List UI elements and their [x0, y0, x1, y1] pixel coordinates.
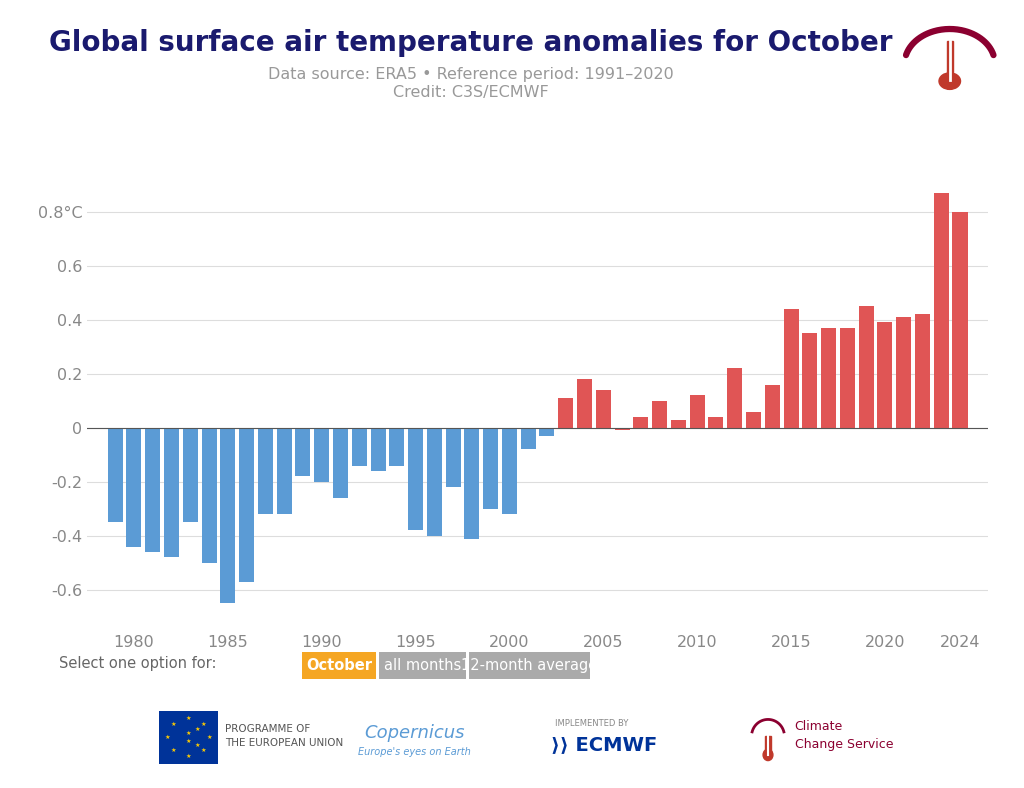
- Bar: [409, 428, 423, 530]
- Text: Data source: ERA5 • Reference period: 1991–2020: Data source: ERA5 • Reference period: 19…: [268, 66, 674, 82]
- Bar: [671, 420, 686, 428]
- Bar: [427, 428, 442, 536]
- Text: Europe's eyes on Earth: Europe's eyes on Earth: [358, 747, 471, 756]
- Bar: [314, 428, 330, 481]
- Text: ★: ★: [185, 730, 191, 736]
- Bar: [521, 428, 536, 449]
- Bar: [652, 401, 668, 428]
- Text: October: October: [306, 658, 372, 674]
- Text: ★: ★: [195, 727, 200, 732]
- Bar: [483, 428, 499, 509]
- Circle shape: [939, 72, 961, 89]
- Bar: [578, 379, 592, 428]
- Bar: [596, 390, 611, 428]
- Bar: [502, 428, 517, 515]
- Bar: [371, 428, 386, 471]
- Text: Select one option for:: Select one option for:: [59, 656, 217, 671]
- Text: Climate
Change Service: Climate Change Service: [795, 720, 893, 752]
- Bar: [333, 428, 348, 498]
- Bar: [352, 428, 367, 466]
- Bar: [783, 309, 799, 428]
- Bar: [709, 417, 724, 428]
- Text: ★: ★: [185, 716, 191, 721]
- Text: ★: ★: [207, 735, 212, 740]
- Bar: [182, 428, 198, 522]
- Text: ⟩⟩ ECMWF: ⟩⟩ ECMWF: [551, 735, 657, 754]
- Text: Global surface air temperature anomalies for October: Global surface air temperature anomalies…: [49, 29, 893, 58]
- Text: ★: ★: [201, 749, 206, 753]
- Bar: [859, 307, 873, 428]
- Circle shape: [763, 749, 773, 760]
- Bar: [896, 317, 911, 428]
- Bar: [614, 428, 630, 430]
- Text: PROGRAMME OF
THE EUROPEAN UNION: PROGRAMME OF THE EUROPEAN UNION: [225, 724, 343, 748]
- Text: IMPLEMENTED BY: IMPLEMENTED BY: [555, 719, 629, 728]
- Bar: [258, 428, 273, 515]
- Text: all months: all months: [384, 658, 461, 674]
- Text: 12-month average: 12-month average: [461, 658, 598, 674]
- Bar: [746, 411, 761, 428]
- Text: ★: ★: [185, 754, 191, 759]
- Bar: [945, 39, 954, 82]
- Bar: [765, 385, 780, 428]
- Text: ★: ★: [201, 722, 206, 727]
- Bar: [915, 314, 930, 428]
- Bar: [540, 428, 555, 436]
- Bar: [145, 428, 161, 552]
- Bar: [803, 333, 817, 428]
- Bar: [558, 398, 573, 428]
- Bar: [934, 193, 948, 428]
- Bar: [821, 328, 837, 428]
- Bar: [296, 428, 310, 477]
- Text: Credit: C3S/ECMWF: Credit: C3S/ECMWF: [393, 84, 549, 100]
- Text: ★: ★: [171, 722, 176, 727]
- Bar: [840, 328, 855, 428]
- Bar: [765, 736, 771, 755]
- Bar: [240, 428, 254, 582]
- Text: ★: ★: [171, 749, 176, 753]
- Bar: [690, 396, 705, 428]
- Bar: [465, 428, 479, 538]
- Text: ★: ★: [165, 735, 170, 740]
- Bar: [946, 41, 953, 80]
- Text: Copernicus: Copernicus: [365, 724, 465, 742]
- Bar: [108, 428, 123, 522]
- Bar: [634, 417, 648, 428]
- Bar: [878, 322, 893, 428]
- Bar: [952, 212, 968, 428]
- Text: ★: ★: [185, 739, 191, 745]
- Bar: [727, 368, 742, 428]
- Text: ★: ★: [195, 743, 200, 748]
- Bar: [202, 428, 217, 563]
- Bar: [276, 428, 292, 515]
- Bar: [445, 428, 461, 487]
- Bar: [389, 428, 404, 466]
- Bar: [220, 428, 236, 604]
- Bar: [126, 428, 141, 547]
- Bar: [164, 428, 179, 557]
